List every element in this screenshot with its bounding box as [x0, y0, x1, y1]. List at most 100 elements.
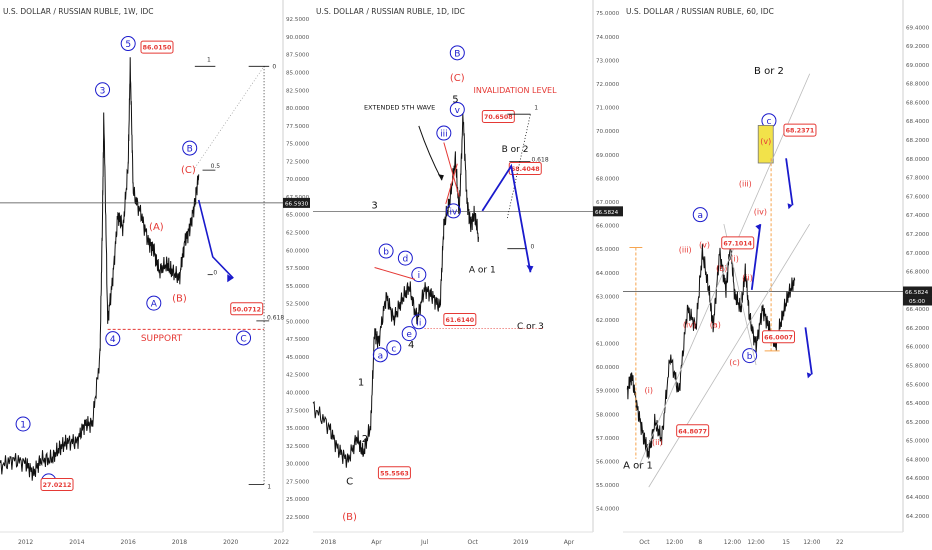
h-wave-a: a: [698, 211, 704, 221]
y-tick-label: 65.0000: [906, 439, 930, 445]
d-wave-v-circle: [449, 101, 465, 117]
price-series-line: [0, 57, 200, 481]
d-wave-ii-circle: [411, 314, 427, 330]
x-tick-label: 2016: [121, 539, 136, 546]
h-channel-mid: [648, 223, 811, 488]
y-tick-label: 57.0000: [596, 436, 620, 442]
callout-50-0712-box: [230, 302, 264, 316]
fib-trend-line: [194, 66, 265, 169]
x-tick-label: 2012: [18, 539, 33, 546]
d-label-C-or-3: C or 3: [517, 322, 544, 332]
h-wave-a-paren: (a): [710, 320, 721, 329]
y-tick-label: 65.4000: [906, 401, 930, 407]
y-tick-label: 72.5000: [286, 159, 310, 165]
d-wave-a: a: [378, 351, 384, 361]
d-wave-1: 1: [358, 378, 364, 389]
y-tick-label: 68.0000: [596, 176, 620, 182]
d-wave-i: i: [418, 271, 421, 281]
y-tick-label: 52.5000: [286, 302, 310, 308]
d-red-line-1: [374, 267, 416, 280]
y-tick-label: 64.2000: [906, 514, 930, 520]
x-tick-label: 15: [782, 539, 790, 546]
y-tick-label: 62.0000: [596, 318, 620, 324]
last-price-value: 66.5824: [595, 210, 619, 216]
d-label-B-or-2: B or 2: [502, 145, 529, 155]
d-projection-arrow-head: [526, 265, 534, 273]
h-wave-iii-2: (iii): [739, 179, 752, 188]
y-tick-label: 74.0000: [596, 35, 620, 41]
last-price-badge: [283, 197, 310, 208]
price-time-badge: [903, 296, 932, 306]
y-tick-label: 73.0000: [596, 58, 620, 64]
d-wave-b-circle: [378, 243, 394, 259]
h-label-B-or-2: B or 2: [754, 66, 784, 77]
fib-label-0-618: 0.618: [267, 314, 284, 321]
y-tick-label: 68.0000: [906, 157, 930, 163]
y-tick-label: 58.0000: [596, 412, 620, 418]
wave-label-4: 4: [110, 335, 116, 345]
projection-arrow: [197, 199, 234, 279]
y-tick-label: 45.0000: [286, 355, 310, 361]
d-wave-c-circle: [386, 340, 402, 356]
y-tick-label: 60.0000: [596, 365, 620, 371]
fib-label-1: 1: [207, 56, 211, 63]
last-price-badge: [903, 286, 932, 297]
x-tick-label: 12:00: [803, 539, 820, 546]
price-series-line: [626, 241, 796, 460]
h-wave-v-1: (v): [699, 241, 710, 250]
h-wave-ii-1: (ii): [652, 438, 663, 447]
h-arrow-down-1: [785, 158, 794, 206]
d-invalidation-label: INVALIDATION LEVEL: [474, 86, 558, 95]
callout-67-1014-box: [721, 236, 755, 250]
d-wave-iv-circle: [445, 203, 461, 219]
d-wave-B-paren: (B): [342, 512, 357, 523]
d-wave-i-circle: [411, 267, 427, 283]
y-tick-label: 42.5000: [286, 373, 310, 379]
h-wave-a-circle: [692, 207, 708, 223]
hourly-chart-panel: 69.4000 69.2000 69.0000 68.8000 68.6000 68.40…: [623, 0, 932, 546]
callout-55-5563-box: [377, 466, 411, 480]
wave-label-B-blue-circle: [182, 140, 198, 156]
y-tick-label: 68.2000: [906, 138, 930, 144]
y-tick-label: 61.0000: [596, 342, 620, 348]
y-tick-label: 67.8000: [906, 176, 930, 182]
d-wave-ii: ii: [416, 318, 421, 328]
y-tick-label: 66.0000: [906, 345, 930, 351]
h-wave-ii-2: (ii): [742, 273, 753, 282]
y-tick-label: 82.5000: [286, 88, 310, 94]
y-tick-label: 55.0000: [596, 483, 620, 489]
projection-arrow-head: [227, 274, 234, 283]
h-wave-v-2: (v): [760, 137, 771, 146]
d-wave-4: 4: [408, 340, 414, 351]
y-tick-label: 64.4000: [906, 495, 930, 501]
d-fib-label-0: 0: [530, 244, 534, 251]
d-red-line-3: [445, 163, 458, 204]
y-tick-label: 22.5000: [286, 515, 310, 521]
y-tick-label: 75.0000: [596, 11, 620, 17]
y-tick-label: 37.5000: [286, 408, 310, 414]
chart-title: U.S. DOLLAR / RUSSIAN RUBLE, 60, IDC: [626, 7, 774, 16]
wave-label-1-circle: [15, 416, 31, 432]
callout-66-0007: 66.0007: [764, 334, 793, 341]
y-tick-label: 65.6000: [906, 382, 930, 388]
d-red-line-2: [443, 142, 460, 197]
h-target-box: [757, 125, 774, 164]
y-tick-label: 68.8000: [906, 82, 930, 88]
callout-27-0212: 27.0212: [43, 482, 72, 489]
d-wave-B-circle: B: [454, 49, 460, 59]
y-tick-label: 62.5000: [286, 231, 310, 237]
y-tick-label: 35.0000: [286, 426, 310, 432]
y-tick-label: 68.4000: [906, 119, 930, 125]
y-tick-label: 56.0000: [596, 460, 620, 466]
h-wave-c-paren: (c): [729, 358, 740, 367]
x-tick-label: 2020: [223, 539, 238, 546]
d-wave-e-circle: [401, 326, 417, 342]
fib-label-0-5: 0.5: [211, 163, 221, 170]
d-wave-c: c: [391, 344, 396, 354]
callout-64-8077-box: [676, 424, 710, 438]
y-tick-label: 32.5000: [286, 444, 310, 450]
d-annotation-arrow: [418, 125, 443, 181]
wave-label-C-blue-circle: [236, 330, 252, 346]
y-tick-label: 77.5000: [286, 124, 310, 130]
h-wave-i-2: (i): [730, 255, 738, 264]
